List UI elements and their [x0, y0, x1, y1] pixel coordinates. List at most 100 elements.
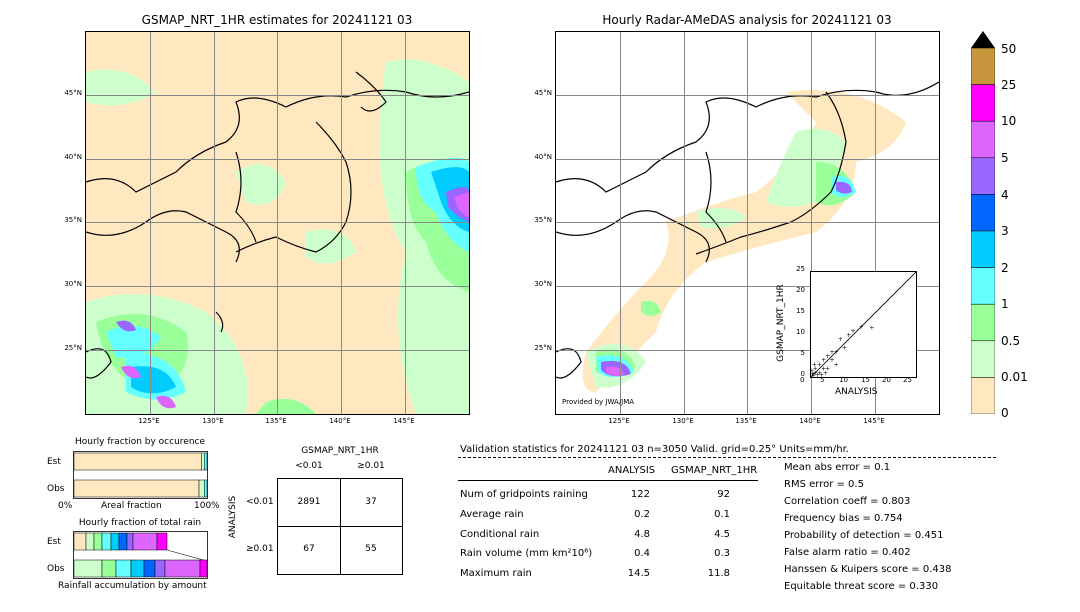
scatter-point: + — [811, 371, 815, 377]
scatter-ytick: 0 — [800, 370, 805, 378]
gridline — [405, 32, 406, 414]
scatter-point: + — [817, 361, 822, 368]
right-lon-label: 130°E — [672, 417, 694, 425]
right-map-title: Hourly Radar-AMeDAS analysis for 2024112… — [602, 13, 892, 27]
contingency-cell: 2891 — [297, 497, 321, 507]
scatter-point: + — [811, 373, 816, 377]
scatter-point: + — [817, 370, 822, 377]
right-lat-label: 30°N — [534, 280, 552, 288]
right-lat-label: 25°N — [534, 344, 552, 352]
colorbar-segment — [971, 340, 995, 378]
occurrence-row-obs: Obs — [47, 484, 65, 494]
left-lat-label: 40°N — [64, 153, 82, 161]
colorbar-extend-arrow — [971, 31, 995, 48]
validation-row-label: Rain volume (mm km²10⁶) — [460, 548, 593, 559]
scatter-point: + — [823, 370, 828, 377]
scatter-point: + — [815, 372, 820, 377]
credit: Provided by JWA/JMA — [562, 398, 635, 406]
contingency-row-axis: ANALYSIS — [228, 495, 239, 539]
score-line: Correlation coeff = 0.803 — [784, 496, 911, 507]
score-line: False alarm ratio = 0.402 — [784, 547, 911, 558]
scatter-point: + — [821, 366, 826, 373]
scatter-point: + — [829, 349, 834, 356]
gridline — [875, 32, 876, 414]
colorbar-segment — [971, 157, 995, 195]
scatter-xtick: 5 — [820, 376, 825, 384]
left-lat-label: 25°N — [64, 344, 82, 352]
scatter-xlabel: ANALYSIS — [835, 387, 878, 397]
scatter-xtick: 20 — [882, 376, 891, 384]
est-bar — [73, 532, 168, 551]
validation-row-gsmap: 0.1 — [714, 509, 730, 520]
total-rain-axis-label: Rainfall accumulation by amount — [58, 581, 207, 591]
occurrence-row-est: Est — [47, 457, 61, 467]
left-lon-label: 145°E — [393, 417, 415, 425]
left-lat-label: 35°N — [64, 216, 82, 224]
scatter-ylabel: GSMAP_NRT_1HR — [775, 284, 786, 362]
scatter-point: + — [859, 324, 864, 331]
score-line: Frequency bias = 0.754 — [784, 513, 903, 524]
validation-row-analysis: 4.8 — [634, 529, 650, 540]
colorbar-label: 0 — [1001, 406, 1009, 420]
colorbar-label: 4 — [1001, 188, 1009, 202]
score-line: Hanssen & Kuipers score = 0.438 — [784, 564, 952, 575]
scatter-xtick: 10 — [839, 376, 848, 384]
occurrence-bar-segment — [204, 479, 208, 498]
occurrence-axis-right: 100% — [194, 501, 220, 511]
validation-col-analysis: ANALYSIS — [608, 465, 656, 476]
contingency-cell: 37 — [365, 497, 377, 507]
validation-row-label: Average rain — [460, 509, 524, 520]
validation-rule — [458, 480, 758, 481]
colorbar-segment — [971, 84, 995, 122]
colorbar-segment — [971, 303, 995, 342]
scatter-canvas: +++++++++++++++++++++++++ — [811, 272, 916, 377]
scatter-point: + — [869, 324, 874, 331]
colorbar-segment — [971, 194, 995, 232]
contingency-cell: 67 — [303, 544, 315, 554]
scatter-point: + — [842, 345, 847, 352]
colorbar-label: 5 — [1001, 151, 1009, 165]
score-line: Mean abs error = 0.1 — [784, 462, 891, 473]
gridline — [277, 32, 278, 414]
right-map-rain-field — [556, 81, 939, 392]
gridline — [620, 32, 621, 414]
validation-row-analysis: 14.5 — [627, 568, 650, 579]
scatter-point: + — [829, 357, 834, 364]
scatter-point: + — [813, 366, 818, 373]
occurrence-bar-segment — [198, 479, 205, 498]
validation-row-label: Num of gridpoints raining — [460, 489, 588, 500]
gridline — [341, 32, 342, 414]
scatter-xtick: 0 — [800, 376, 805, 384]
total-rain-row-obs: Obs — [47, 564, 65, 574]
scatter-point: + — [850, 328, 855, 335]
occurrence-bar-segment — [73, 479, 200, 498]
validation-row-analysis: 0.2 — [634, 509, 650, 520]
colorbar-segment — [971, 377, 995, 414]
validation-row-gsmap: 11.8 — [707, 568, 730, 579]
scatter-xtick: 15 — [861, 376, 870, 384]
score-line: Probability of detection = 0.451 — [784, 530, 944, 541]
identity-line — [811, 272, 916, 377]
gridline — [684, 32, 685, 414]
left-map-title: GSMAP_NRT_1HR estimates for 20241121 03 — [141, 13, 413, 27]
occurrence-title: Hourly fraction by occurence — [74, 437, 206, 447]
scatter-point: + — [834, 349, 839, 356]
validation-header: Validation statistics for 20241121 03 n=… — [460, 444, 849, 455]
scatter-ytick: 5 — [800, 349, 805, 357]
total-rain-row-est: Est — [47, 537, 61, 547]
occurrence-canvas — [73, 451, 208, 499]
contingency-col-ge: ≥0.01 — [357, 461, 385, 471]
validation-row-analysis: 0.4 — [634, 548, 650, 559]
scatter-point: + — [846, 332, 851, 339]
colorbar-label: 50 — [1001, 42, 1017, 56]
scatter-point: + — [825, 366, 830, 373]
right-lon-label: 125°E — [608, 417, 630, 425]
validation-row-gsmap: 4.5 — [714, 529, 730, 540]
colorbar-label: 10 — [1001, 114, 1017, 128]
colorbar-label: 25 — [1001, 78, 1017, 92]
gridline — [811, 32, 812, 414]
validation-row-analysis: 122 — [630, 489, 650, 500]
right-lat-label: 45°N — [534, 89, 552, 97]
left-lon-label: 130°E — [202, 417, 224, 425]
scatter-ytick: 20 — [796, 286, 805, 294]
